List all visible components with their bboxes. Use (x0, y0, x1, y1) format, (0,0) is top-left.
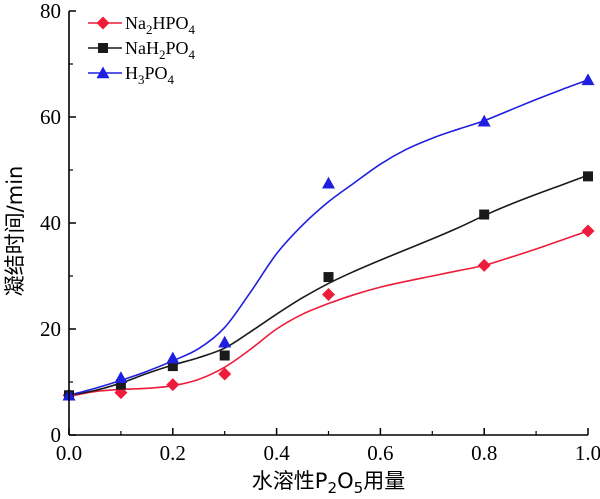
point-NaH2PO4-1 (115, 379, 126, 390)
legend-label-NaH2PO4: NaH2PO4 (125, 38, 196, 62)
data-markers (62, 73, 595, 402)
point-Na2HPO4-4 (322, 288, 335, 302)
fit-curves (68, 79, 589, 398)
point-H3PO4-5 (477, 114, 491, 127)
point-H3PO4-6 (581, 73, 595, 86)
x-tick-label-3: 0.6 (367, 441, 393, 465)
point-H3PO4-1 (114, 371, 128, 383)
legend-marker-Na2HPO4 (96, 16, 110, 30)
point-H3PO4-3 (218, 335, 232, 348)
fit-curve-H3PO4 (68, 79, 589, 397)
y-tick-label-1: 20 (40, 317, 61, 341)
point-Na2HPO4-3 (218, 367, 232, 381)
x-axis-label: 水溶性P2O5用量 (252, 469, 405, 497)
y-tick-label-2: 40 (40, 211, 61, 235)
point-H3PO4-4 (322, 176, 335, 189)
x-tick-label-2: 0.4 (263, 441, 290, 465)
x-tick-label-1: 0.2 (160, 441, 186, 465)
y-axis-label: 凝结时间/min (3, 166, 27, 297)
point-NaH2PO4-4 (323, 272, 334, 283)
point-NaH2PO4-5 (479, 209, 490, 220)
x-tick-label-5: 1.0 (575, 441, 600, 465)
point-NaH2PO4-3 (219, 350, 230, 361)
legend-marker-NaH2PO4 (98, 43, 108, 53)
axes: 0 20 40 60 80 0.0 0.2 0.4 0.6 0.8 1.0 水溶性P2O5用量 凝结时间… (3, 0, 600, 497)
point-Na2HPO4-5 (477, 258, 491, 272)
legend-label-H3PO4: H3PO4 (125, 63, 175, 87)
x-tick-label-0: 0.0 (56, 441, 82, 465)
point-NaH2PO4-6 (583, 171, 593, 182)
legend-label-Na2HPO4: Na2HPO4 (125, 13, 196, 37)
y-tick-label-0: 0 (51, 423, 62, 447)
point-NaH2PO4-2 (167, 361, 178, 372)
fit-curve-Na2HPO4 (68, 230, 589, 398)
point-H3PO4-2 (166, 351, 180, 364)
point-Na2HPO4-6 (581, 224, 595, 238)
fit-curve-NaH2PO4 (68, 174, 589, 397)
y-tick-label-4: 80 (40, 0, 61, 23)
legend-marker-H3PO4 (96, 66, 110, 79)
point-Na2HPO4-2 (166, 378, 180, 392)
y-tick-label-3: 60 (40, 105, 61, 129)
x-tick-label-4: 0.8 (471, 441, 497, 465)
